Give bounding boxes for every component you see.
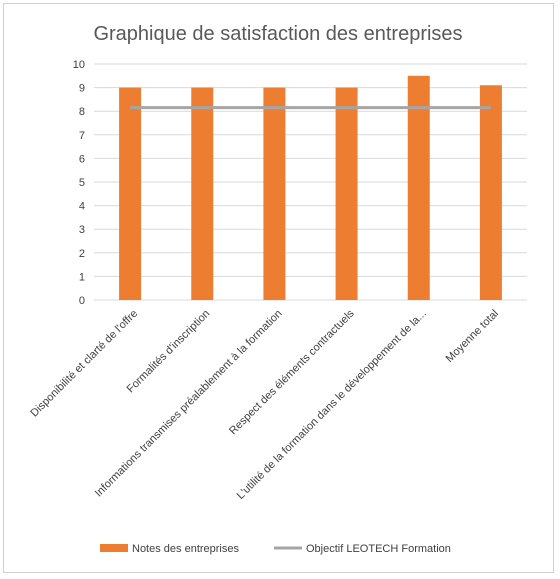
x-tick-label: Respect des éléments contractuels — [227, 307, 357, 437]
x-axis-labels: Disponibilité et clarté de l'offreFormal… — [28, 307, 501, 502]
y-tick-label: 3 — [79, 224, 85, 236]
y-tick-label: 1 — [79, 271, 85, 283]
legend: Notes des entreprises Objectif LEOTECH Fo… — [100, 543, 451, 555]
legend-label-line: Objectif LEOTECH Formation — [306, 543, 451, 555]
x-tick-label: Moyenne total — [444, 308, 501, 365]
gridlines — [94, 63, 527, 301]
bar — [191, 87, 214, 300]
x-tick-label: Formalités d'inscription — [125, 308, 213, 396]
bar — [263, 87, 286, 300]
y-tick-label: 8 — [79, 106, 85, 118]
y-tick-label: 10 — [73, 59, 85, 71]
bars — [119, 75, 502, 301]
legend-swatch-bars — [100, 544, 128, 552]
bar — [119, 87, 142, 300]
x-tick-label: Disponibilité et clarté de l'offre — [28, 308, 140, 420]
y-tick-label: 7 — [79, 130, 85, 142]
y-tick-label: 5 — [79, 177, 85, 189]
y-tick-label: 2 — [79, 248, 85, 260]
bar — [479, 85, 502, 301]
y-tick-label: 6 — [79, 153, 85, 165]
y-axis-ticks: 0 1 2 3 4 5 6 7 8 9 10 — [73, 59, 85, 307]
y-tick-label: 9 — [79, 83, 85, 95]
bar — [407, 75, 430, 300]
y-tick-label: 4 — [79, 201, 85, 213]
chart-title: Graphique de satisfaction des entreprise… — [93, 23, 462, 45]
y-tick-label: 0 — [79, 295, 85, 307]
legend-label-bars: Notes des entreprises — [132, 543, 239, 555]
bar — [335, 87, 358, 300]
